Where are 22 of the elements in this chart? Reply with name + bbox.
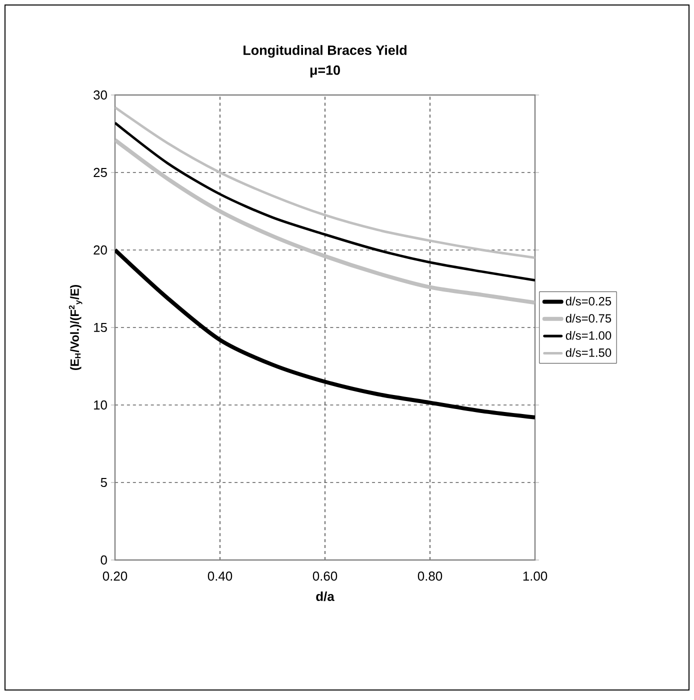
y-tick-label: 0 — [100, 555, 107, 565]
line-series — [115, 138, 535, 305]
y-tick-label: 5 — [100, 478, 107, 488]
legend-label: d/s=1.50 — [566, 348, 612, 357]
x-tick-label: 0.60 — [312, 572, 338, 581]
y-axis-title: (E$_{H}$/Vol.)/(F$^{2}$$_{y}$/E) — [68, 284, 82, 370]
y-tick-label: 10 — [94, 400, 107, 410]
y-tick-label: 15 — [94, 322, 107, 332]
line-series — [115, 106, 535, 259]
x-tick-label: 0.20 — [102, 572, 128, 581]
x-tick-label: 0.40 — [208, 572, 232, 581]
y-tick-label: 30 — [94, 90, 107, 100]
legend-label: d/s=0.75 — [566, 314, 612, 323]
x-tick-label: 0.80 — [418, 572, 442, 581]
x-tick-label: 1.00 — [523, 572, 548, 581]
legend-label: d/s=0.25 — [566, 296, 612, 306]
x-axis-title: d/a — [316, 592, 334, 602]
y-tick-label: 20 — [94, 245, 107, 255]
chart-title: Longitudinal Braces Yield — [244, 45, 406, 58]
y-tick-label: 25 — [94, 168, 107, 178]
chart-subtitle: μ=10 — [310, 65, 340, 78]
legend-label: d/s=1.00 — [566, 330, 612, 340]
